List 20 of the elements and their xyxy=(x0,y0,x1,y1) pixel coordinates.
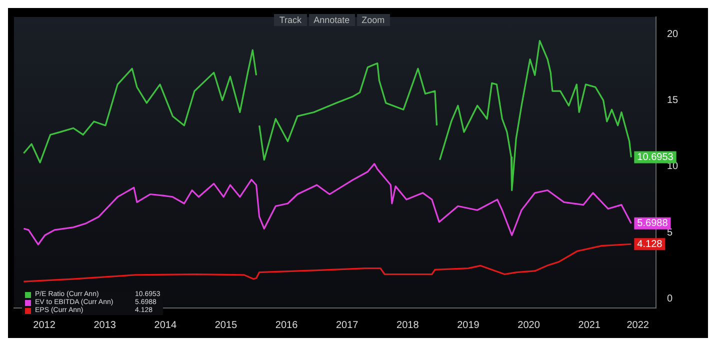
y-tick-label: 0 xyxy=(667,293,673,304)
data-label: 10.6953 xyxy=(637,152,674,164)
y-tick-label: 15 xyxy=(667,95,679,106)
x-tick-label: 2015 xyxy=(214,320,238,331)
x-tick-label: 2014 xyxy=(154,320,177,331)
x-tick-label: 2021 xyxy=(578,320,601,331)
x-tick-label: 2019 xyxy=(457,320,480,331)
annotation: Zoom xyxy=(356,14,390,26)
data-label: 4.128 xyxy=(637,238,663,250)
x-tick-label: 2013 xyxy=(94,320,116,331)
annotation: Annotate xyxy=(308,14,355,26)
data-label: 5.6988 xyxy=(637,218,668,230)
x-tick-label: 2016 xyxy=(275,320,298,331)
x-tick-label: 2012 xyxy=(33,320,56,331)
y-tick-label: 20 xyxy=(667,28,679,40)
x-tick-label: 2020 xyxy=(518,320,540,331)
x-tick-label: 2017 xyxy=(336,320,359,331)
x-tick-label: 2022 xyxy=(626,320,650,331)
annotation: Track xyxy=(274,14,307,26)
x-tick-label: 2018 xyxy=(396,320,420,331)
